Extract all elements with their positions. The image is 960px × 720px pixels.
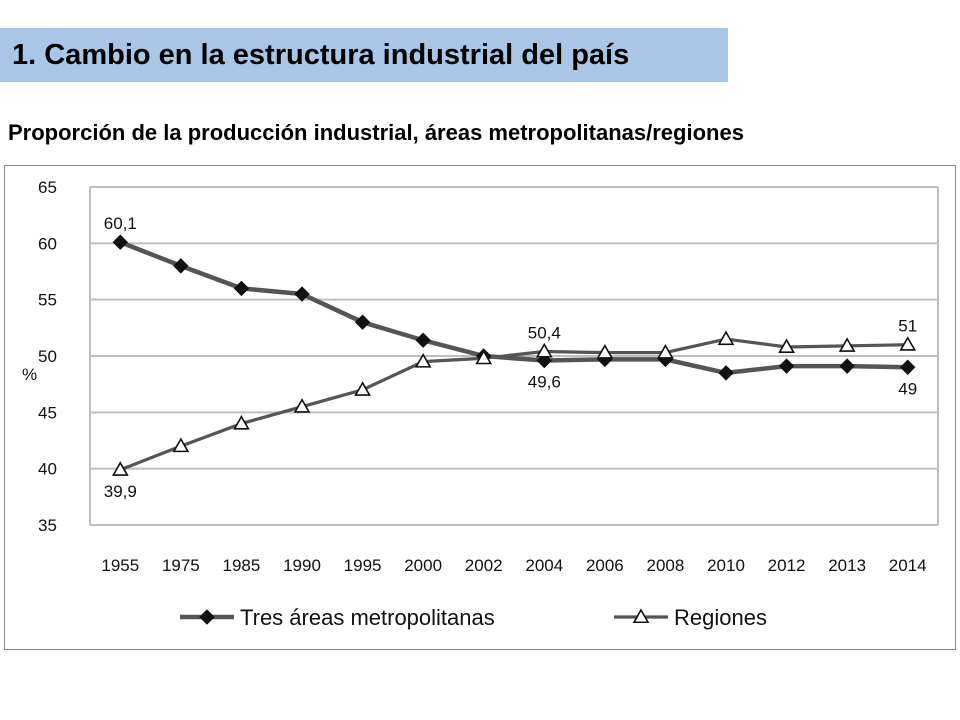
y-tick-label: 65 bbox=[38, 178, 57, 197]
marker-point bbox=[899, 336, 917, 351]
y-tick-label: 60 bbox=[38, 234, 57, 253]
marker-point bbox=[415, 332, 431, 348]
legend-label-0: Tres áreas metropolitanas bbox=[240, 605, 495, 630]
marker-point bbox=[596, 344, 614, 359]
data-label: 49,6 bbox=[528, 373, 561, 392]
series-line-0 bbox=[119, 240, 908, 376]
marker-point bbox=[414, 353, 432, 368]
marker-point bbox=[111, 461, 129, 476]
x-tick-label: 2004 bbox=[525, 556, 563, 575]
x-tick-label: 2000 bbox=[404, 556, 442, 575]
data-label: 39,9 bbox=[104, 482, 137, 501]
x-tick-label: 2008 bbox=[647, 556, 685, 575]
y-tick-label: 40 bbox=[38, 460, 57, 479]
y-tick-label: 55 bbox=[38, 291, 57, 310]
label-layer: 60,1 39,9 50,4 49,6 51 49 bbox=[104, 214, 917, 501]
x-tick-label: 2012 bbox=[768, 556, 806, 575]
data-label: 51 bbox=[898, 317, 917, 336]
grid-layer bbox=[89, 186, 939, 526]
x-tick-label: 1985 bbox=[223, 556, 261, 575]
title-banner: 1. Cambio en la estructura industrial de… bbox=[0, 28, 728, 82]
legend-layer: Tres áreas metropolitanas Regiones bbox=[180, 605, 767, 630]
x-tick-label: 1995 bbox=[344, 556, 382, 575]
data-label: 60,1 bbox=[104, 214, 137, 233]
x-tick-label: 2006 bbox=[586, 556, 624, 575]
marker-point bbox=[657, 344, 674, 359]
marker-point bbox=[535, 342, 553, 358]
legend-label-1: Regiones bbox=[674, 605, 767, 630]
marker-point bbox=[172, 437, 190, 453]
x-tick-label: 2013 bbox=[828, 556, 866, 575]
x-tick-label: 2010 bbox=[707, 556, 745, 575]
marker-point bbox=[293, 398, 311, 413]
page-title: 1. Cambio en la estructura industrial de… bbox=[12, 38, 630, 71]
y-axis-label: % bbox=[22, 365, 37, 384]
x-tick-label: 2002 bbox=[465, 556, 503, 575]
chart-subtitle: Proporción de la producción industrial, … bbox=[8, 120, 744, 145]
marker-point bbox=[718, 365, 734, 381]
axis-layer: 35 40 45 50 55 60 65% 1955 1975 1985 1990 1995 2000 2… bbox=[22, 178, 927, 575]
series-layer bbox=[111, 234, 917, 476]
marker-point bbox=[475, 349, 493, 365]
marker-point bbox=[354, 381, 371, 396]
marker-point bbox=[112, 234, 128, 250]
marker-point bbox=[233, 414, 250, 430]
marker-point bbox=[294, 286, 310, 302]
x-tick-label: 2014 bbox=[889, 556, 927, 575]
series-line-1 bbox=[119, 337, 908, 472]
chart-frame bbox=[4, 165, 956, 650]
y-tick-label: 35 bbox=[38, 516, 57, 535]
marker-point bbox=[778, 358, 795, 374]
marker-point bbox=[233, 280, 250, 297]
marker-point bbox=[354, 314, 371, 330]
x-tick-label: 1975 bbox=[162, 556, 200, 575]
x-tick-label: 1990 bbox=[283, 556, 321, 575]
y-tick-label: 45 bbox=[38, 403, 57, 422]
marker-point bbox=[778, 338, 795, 354]
marker-point bbox=[838, 337, 856, 352]
marker-point bbox=[900, 359, 916, 375]
x-tick-label: 1955 bbox=[101, 556, 139, 575]
legend-marker-1 bbox=[632, 608, 650, 624]
data-label: 49 bbox=[898, 379, 917, 398]
marker-point bbox=[839, 358, 855, 374]
legend-marker-0 bbox=[199, 609, 215, 625]
marker-point bbox=[717, 330, 735, 346]
y-tick-label: 50 bbox=[38, 347, 57, 366]
marker-point bbox=[173, 258, 189, 274]
data-label: 50,4 bbox=[528, 323, 561, 342]
